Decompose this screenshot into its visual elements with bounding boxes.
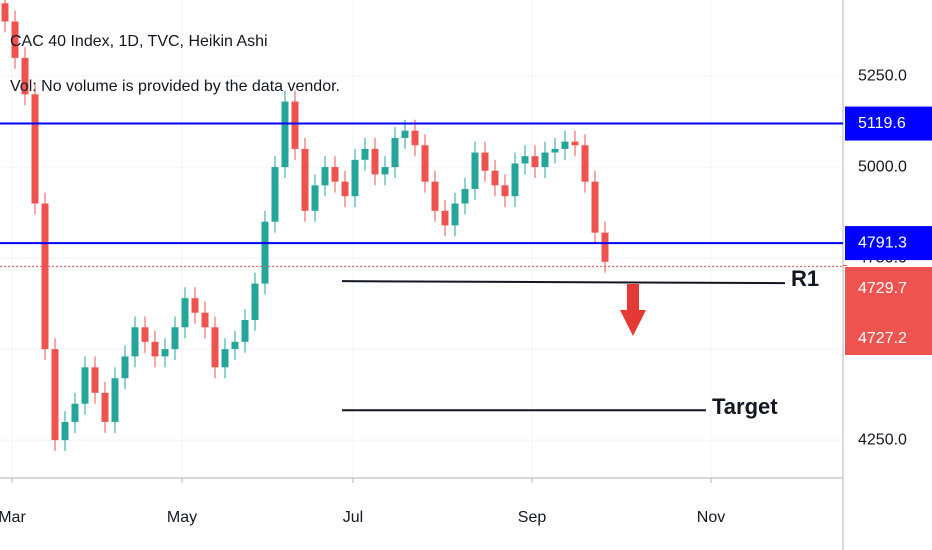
candle-body [261,221,269,284]
candle-body [421,145,429,182]
candle-body [71,403,79,422]
candle-body [311,185,319,211]
chart-title: CAC 40 Index, 1D, TVC, Heikin Ashi [10,33,268,50]
candle-body [541,152,549,168]
x-tick-label: Sep [518,509,547,526]
candle-body [11,21,19,58]
candle-body [51,349,59,441]
candle-body [411,130,419,146]
x-tick-label: Jul [343,509,363,526]
chart-subtitle: Vol: No volume is provided by the data v… [10,78,340,95]
candle-body [361,148,369,160]
x-tick-label: Mar [0,509,26,526]
candle-body [431,181,439,211]
candle-body [371,148,379,175]
candle-body [191,298,199,313]
candle-body [211,327,219,368]
candle-body [581,145,589,182]
candle-body [291,101,299,149]
candle-body [441,210,449,226]
candle-body [91,367,99,393]
candle-body [461,188,469,204]
candle-body [451,203,459,226]
price-label: 5119.6 [858,115,906,132]
candle-body [161,349,169,357]
candle-body [61,421,69,441]
candle-body [571,141,579,146]
candle-body [181,298,189,328]
candle-body [201,312,209,328]
candle-body [281,101,289,168]
candle-body [111,378,119,422]
candle-body [551,148,559,153]
candle-body [151,341,159,357]
candle-body [221,349,229,368]
candle-body [471,152,479,189]
price-label: 4727.2 [858,330,907,347]
candle-body [521,156,529,164]
candle-body [31,94,39,204]
candle-body [491,170,499,186]
candle-body [331,167,339,182]
y-tick-label: 4250.0 [858,431,907,448]
candle-body [271,167,279,222]
candle-body [1,3,9,22]
candle-body [351,159,359,197]
candle-body [231,341,239,350]
candle-body [401,130,409,138]
annotation-line [341,280,786,285]
candle-body [561,141,569,149]
price-label-box [845,267,932,355]
candle-body [381,167,389,175]
candle-body [101,392,109,422]
candle-body [171,327,179,350]
annotation-label: R1 [791,266,819,291]
candle-body [41,203,49,350]
annotation-label: Target [712,394,778,419]
candle-body [341,181,349,197]
candle-body [531,156,539,168]
candle-body [81,367,89,404]
arrow-shaft [627,284,639,312]
candle-body [21,57,29,95]
price-label-box [845,226,932,261]
candle-body [301,148,309,211]
arrow-head [620,310,646,336]
candle-body [501,185,509,197]
candle-body [481,152,489,171]
x-tick-label: Nov [697,509,725,526]
x-tick-label: May [167,509,197,526]
y-tick-label: 5250.0 [858,67,907,84]
price-label: 4729.7 [858,280,907,297]
candle-body [511,163,519,197]
candle-body [141,327,149,342]
candle-body [321,167,329,186]
candle-body [251,283,259,321]
candle-body [391,137,399,168]
price-label: 4791.3 [858,234,907,251]
price-label-box [845,106,932,141]
candle-body [591,181,599,233]
candle-body [601,232,609,262]
y-tick-label: 5000.0 [858,158,907,175]
candle-body [131,327,139,357]
candle-body [241,320,249,342]
candle-body [121,356,129,379]
